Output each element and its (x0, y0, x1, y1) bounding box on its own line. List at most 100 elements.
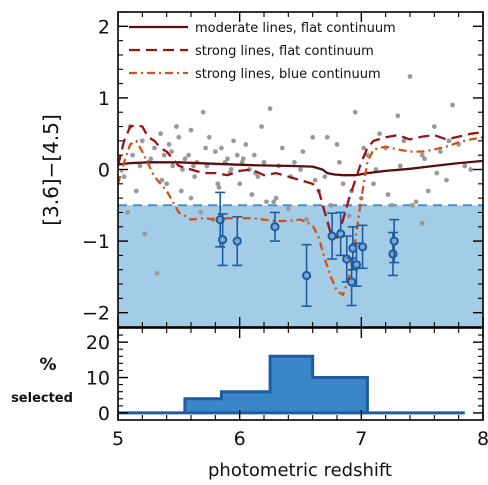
scatter-point (166, 142, 172, 147)
scatter-point (159, 177, 165, 183)
scatter-point (219, 145, 224, 151)
scatter-point (285, 206, 291, 212)
scatter-point (180, 167, 185, 172)
scatter-point (462, 163, 468, 169)
selected-fraction-panel: 0 10 20 5 6 7 8 % selected photometric redshif… (11, 327, 488, 481)
scatter-point (310, 134, 316, 140)
scatter-point (228, 167, 234, 172)
selected-point (218, 235, 228, 245)
histogram (118, 354, 465, 415)
scatter-point (373, 167, 379, 172)
scatter-point (337, 159, 342, 165)
scatter-point (182, 156, 188, 162)
scatter-point (200, 109, 206, 115)
scatter-point (137, 163, 143, 169)
x-tick-label: 8 (477, 428, 488, 450)
scatter-point (410, 202, 415, 208)
scatter-point (231, 138, 236, 144)
scatter-point (385, 192, 391, 197)
selected-point (348, 243, 358, 253)
y-tick-label: −1 (82, 231, 110, 253)
scatter-point (434, 170, 440, 176)
selected-point (327, 231, 337, 241)
scatter-point (407, 74, 413, 79)
selected-point (357, 242, 368, 252)
scatter-point (203, 145, 209, 151)
scatter-point (186, 152, 191, 158)
scatter-point (237, 181, 243, 187)
scatter-point (192, 174, 198, 180)
x-tick-label: 5 (112, 428, 124, 450)
scatter-point (377, 131, 382, 137)
scatter-point (450, 102, 455, 108)
scatter-point (446, 138, 452, 144)
scatter-point (422, 156, 427, 162)
x-tick-label: 7 (355, 428, 367, 450)
selected-point (347, 277, 357, 287)
scatter-point (251, 152, 257, 158)
selected-point (270, 222, 280, 232)
scatter-point (174, 124, 179, 129)
x-axis-label: photometric redshift (208, 460, 392, 481)
scatter-point (261, 159, 267, 165)
scatter-point (161, 152, 167, 158)
y-tick-label: 0 (98, 403, 110, 425)
scatter-point (164, 181, 170, 187)
scatter-point (271, 199, 277, 205)
scatter-point (361, 145, 367, 151)
scatter-point (142, 231, 148, 237)
bottom-axes-frame (117, 327, 484, 421)
scatter-point (152, 145, 157, 151)
scatter-point (346, 213, 352, 219)
y-tick-label: −2 (82, 303, 110, 325)
scatter-point (240, 156, 246, 162)
selected-point (301, 270, 312, 281)
selected-point (388, 249, 398, 259)
scatter-point (234, 152, 240, 158)
scatter-point (371, 181, 376, 187)
scatter-point (148, 156, 154, 162)
scatter-point (438, 149, 443, 155)
scatter-point (322, 174, 328, 180)
scatter-point (212, 149, 218, 155)
scatter-point (158, 131, 163, 137)
scatter-point (419, 152, 425, 158)
scatter-point (413, 199, 419, 205)
y-tick-label: 2 (98, 16, 110, 38)
color-redshift-panel: −2 −1 0 1 2 [3.6]−[4.5] moderate lines, flat… (39, 11, 484, 328)
y-tick-label: 1 (98, 88, 110, 110)
scatter-point (273, 195, 279, 201)
model-curve-dashed (118, 123, 483, 239)
scatter-point (431, 124, 437, 129)
scatter-point (255, 174, 261, 180)
legend-label-moderate-flat: moderate lines, flat continuum (195, 21, 396, 36)
model-curves (118, 123, 483, 296)
scatter-point (279, 145, 285, 151)
scatter-point (401, 138, 407, 144)
scatter-point (312, 177, 318, 183)
bottom-axis-ticks: 0 10 20 5 6 7 8 (86, 328, 488, 450)
model-curve-solid (118, 159, 483, 177)
legend: moderate lines, flat continuum strong li… (129, 21, 396, 82)
legend-label-strong-flat: strong lines, flat continuum (195, 44, 374, 59)
y-tick-label: 0 (98, 160, 110, 182)
scatter-point (139, 138, 145, 144)
scatter-point (304, 217, 309, 223)
scatter-point (395, 113, 401, 119)
scatter-point (198, 210, 204, 215)
scatter-point (188, 195, 194, 201)
scatter-point (324, 134, 330, 140)
scatter-point (334, 142, 340, 147)
scatter-point (169, 149, 174, 155)
scatter-point (300, 149, 306, 155)
scatter-point (188, 127, 194, 133)
scatter-point (178, 188, 184, 194)
scatter-point (170, 163, 176, 169)
scatter-point (204, 163, 210, 169)
scatter-point (121, 174, 127, 180)
y-axis-label: [3.6]−[4.5] (39, 114, 63, 226)
scatter-point (154, 270, 160, 276)
scatter-point (468, 167, 474, 172)
model-curve-dashdot (118, 136, 483, 296)
selected-point (389, 236, 399, 246)
